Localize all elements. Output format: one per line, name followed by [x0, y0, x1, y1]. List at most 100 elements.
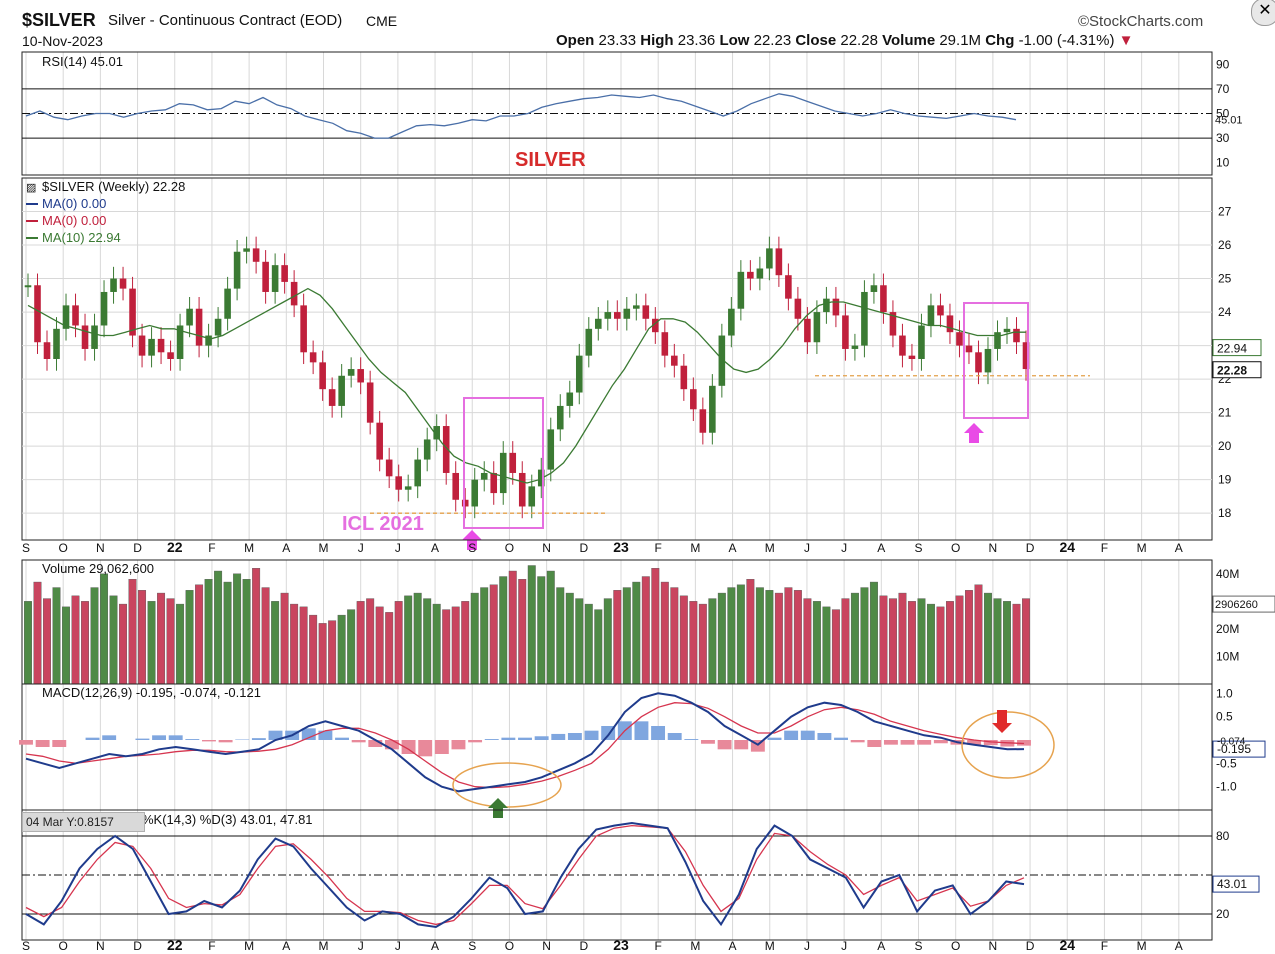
volume-bar [62, 606, 70, 685]
candle-body [119, 278, 127, 289]
macd-histogram-bar [85, 737, 100, 740]
x-axis-label: F [208, 541, 215, 555]
macd-histogram-bar [468, 740, 483, 743]
x-axis-label: M [1137, 541, 1147, 555]
candle-body [671, 355, 678, 366]
volume-bar [556, 587, 565, 685]
volume-bar [128, 579, 137, 685]
x-axis-label: S [914, 541, 922, 555]
candle-body [975, 352, 982, 373]
price-legend-entry: MA(0) 0.00 [42, 196, 106, 211]
candle-body [433, 426, 441, 440]
volume-bar [689, 601, 698, 685]
volume-bar [337, 614, 346, 685]
close-value: 22.28 [840, 32, 878, 49]
macd-line [25, 692, 1025, 793]
volume-bar [670, 587, 679, 685]
x-axis-label: O [505, 541, 514, 555]
volume-bar [261, 587, 270, 685]
chart-date: 10-Nov-2023 [22, 33, 103, 49]
volume-bar [375, 606, 384, 685]
volume-tick-label: 10M [1216, 649, 1239, 663]
volume-bar [660, 581, 669, 685]
x-axis-label: S [468, 541, 476, 555]
candle-body [290, 281, 298, 306]
candle-body [832, 298, 840, 316]
macd-histogram-bar [717, 740, 732, 750]
macd-histogram-bar [52, 740, 67, 747]
volume-bar [480, 587, 489, 685]
candle-body [652, 318, 659, 333]
candle-body [195, 308, 203, 346]
stoch-d-line [25, 824, 1025, 926]
october-highlight-box [963, 302, 1029, 419]
candle-body [918, 325, 925, 359]
x-axis-label: M [244, 541, 254, 555]
x-axis-label-bottom: S [914, 939, 922, 953]
candle-body [167, 352, 174, 359]
macd-histogram-bar [434, 740, 449, 754]
volume-bar [442, 609, 451, 685]
candle-body [262, 261, 269, 292]
price-tick-label: 21 [1218, 406, 1232, 420]
candle-body [138, 335, 146, 356]
macd-histogram-bar [218, 740, 233, 743]
volume-bar [347, 609, 356, 685]
macd-histogram-bar [967, 740, 982, 745]
ma10-last-label: 22.94 [1217, 342, 1247, 356]
candle-body [680, 365, 688, 390]
candle-body [414, 459, 421, 487]
macd-histogram-bar [351, 740, 366, 743]
candle-body [148, 338, 155, 356]
candle-body [385, 459, 393, 477]
candle-body [271, 265, 279, 292]
candle-body [91, 325, 98, 349]
volume-bar [33, 581, 42, 685]
candle-body [252, 248, 260, 262]
candle-body [756, 268, 764, 279]
candle-body [709, 385, 716, 433]
volume-label: Volume [882, 32, 936, 49]
candle-body [471, 479, 479, 507]
volume-bar [43, 598, 51, 685]
rsi-tick-label: 10 [1216, 156, 1230, 170]
volume-legend: Volume 29,062,600 [42, 561, 154, 576]
x-axis-label-bottom: D [1026, 939, 1035, 953]
candle-body [965, 345, 973, 353]
macd-histogram-bar [900, 740, 915, 745]
close-icon[interactable]: ✕ [1251, 0, 1275, 26]
x-axis-label: D [579, 541, 588, 555]
macd-histogram-bar [883, 740, 898, 745]
candle-body [1022, 342, 1030, 370]
candle-body [718, 335, 726, 386]
volume-bar [100, 573, 109, 685]
volume-bar [869, 581, 878, 685]
macd-histogram-bar [185, 739, 200, 740]
volume-bar [394, 601, 403, 685]
candle-body [699, 409, 707, 433]
x-axis-label-bottom: F [655, 939, 662, 953]
x-axis-label: M [319, 541, 329, 555]
candle-body [547, 429, 555, 470]
volume-bar [508, 570, 517, 685]
candle-body [785, 275, 792, 299]
x-axis-label: O [951, 541, 960, 555]
macd-histogram-bar [800, 730, 815, 740]
x-axis-label: M [765, 541, 775, 555]
price-legend-entry: MA(10) 22.94 [42, 230, 121, 245]
macd-histogram-bar [933, 740, 948, 744]
volume-bar [328, 620, 337, 685]
low-value: 22.23 [753, 32, 792, 49]
volume-bar [974, 584, 983, 685]
macd-histogram-bar [817, 733, 832, 740]
volume-bar [290, 603, 299, 685]
macd-histogram-bar [135, 738, 150, 740]
candle-body [62, 305, 70, 329]
open-value: 23.33 [598, 32, 637, 49]
macd-histogram-bar [384, 740, 399, 750]
ohlc-readout: Open 23.33 High 23.36 Low 22.23 Close 22… [556, 32, 1133, 49]
x-axis-label-bottom: N [989, 939, 998, 953]
x-axis-label: A [729, 541, 737, 555]
candle-body [243, 248, 250, 252]
volume-bar [52, 587, 61, 685]
